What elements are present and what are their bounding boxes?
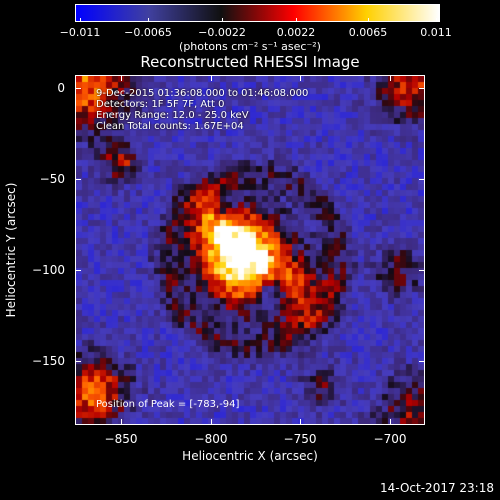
plot-timestamp: 14-Oct-2017 23:18	[380, 481, 494, 495]
colorbar-units: (photons cm⁻² s⁻¹ asec⁻²)	[179, 40, 321, 53]
tick-mark	[419, 270, 425, 271]
x-tick-label: −750	[283, 432, 317, 446]
tick-mark	[121, 419, 122, 425]
y-tick-label: −100	[32, 263, 65, 277]
info-clean-counts: Clean Total counts: 1.67E+04	[96, 121, 244, 132]
tick-mark	[368, 18, 369, 22]
xray-intensity-map	[76, 76, 424, 424]
tick-mark	[75, 179, 81, 180]
tick-mark	[300, 75, 301, 81]
tick-mark	[419, 361, 425, 362]
tick-mark	[121, 75, 122, 81]
tick-mark	[222, 18, 223, 22]
tick-mark	[80, 18, 81, 22]
tick-mark	[75, 88, 81, 89]
colorbar-tick: 0.0065	[348, 26, 388, 39]
tick-mark	[419, 88, 425, 89]
y-axis-label: Heliocentric Y (arcsec)	[4, 182, 18, 318]
info-time-range: 9-Dec-2015 01:36:08.000 to 01:46:08.000	[96, 88, 309, 99]
x-tick-label: −850	[104, 432, 138, 446]
colorbar-tick: 0.011	[420, 26, 452, 39]
peak-position-label: Position of Peak = [-783,-94]	[96, 399, 240, 410]
x-axis-label: Heliocentric X (arcsec)	[182, 449, 318, 463]
y-tick-label: −150	[32, 354, 65, 368]
tick-mark	[75, 270, 81, 271]
tick-mark	[211, 75, 212, 81]
tick-mark	[296, 18, 297, 22]
colorbar-tick: −0.011	[59, 26, 101, 39]
y-tick-label: 0	[57, 81, 65, 95]
tick-mark	[390, 75, 391, 81]
tick-mark	[75, 361, 81, 362]
plot-title: Reconstructed RHESSI Image	[140, 53, 360, 71]
tick-mark	[436, 18, 437, 22]
y-tick-label: −50	[39, 172, 65, 186]
colorbar-tick: −0.0065	[124, 26, 172, 39]
info-detectors: Detectors: 1F 5F 7F, Att 0	[96, 99, 225, 110]
colorbar-tick: −0.0022	[198, 26, 246, 39]
tick-mark	[148, 18, 149, 22]
tick-mark	[390, 419, 391, 425]
image-plot-area: 9-Dec-2015 01:36:08.000 to 01:46:08.000 …	[75, 75, 425, 425]
info-energy-range: Energy Range: 12.0 - 25.0 keV	[96, 110, 249, 121]
tick-mark	[211, 419, 212, 425]
tick-mark	[419, 179, 425, 180]
x-tick-label: −700	[373, 432, 407, 446]
x-tick-label: −800	[194, 432, 228, 446]
colorbar	[75, 4, 440, 22]
colorbar-tick: 0.0022	[276, 26, 316, 39]
tick-mark	[300, 419, 301, 425]
